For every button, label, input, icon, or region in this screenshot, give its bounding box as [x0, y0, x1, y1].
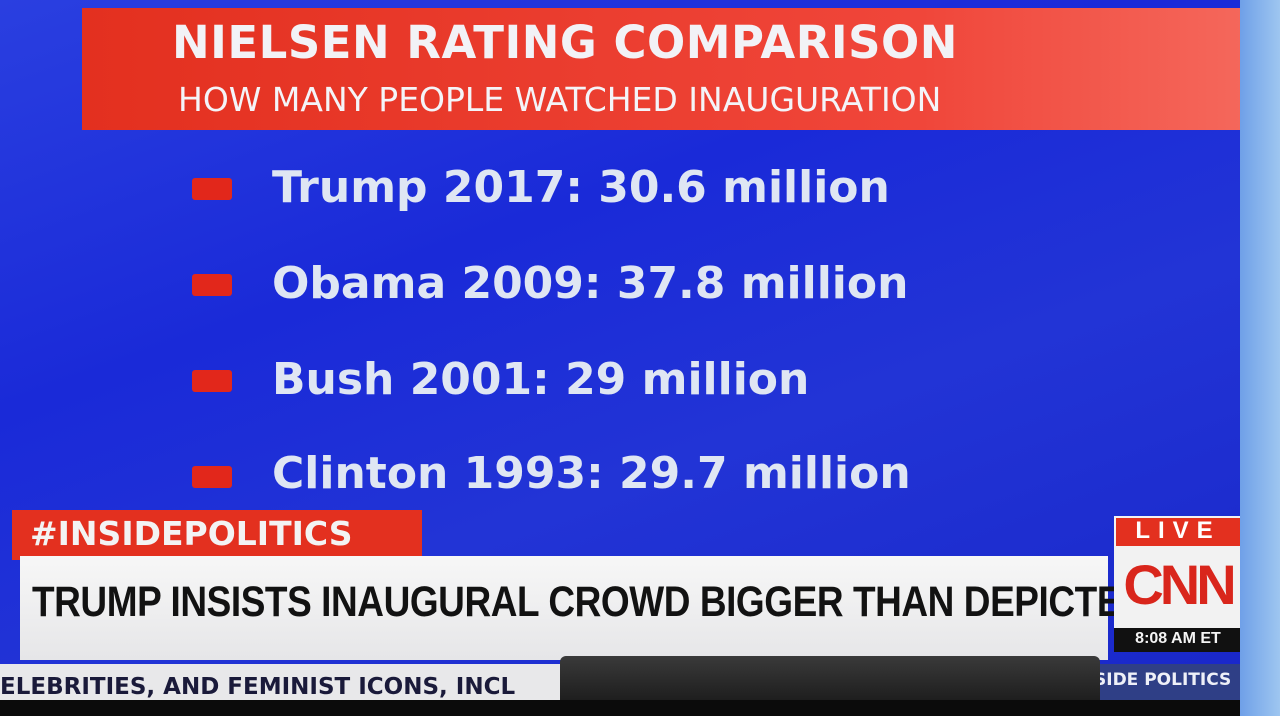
- clock-time: 8:08 AM ET: [1135, 630, 1221, 647]
- network-logo-box: [1114, 548, 1242, 628]
- ticker-show-label: SIDE POLITICS: [1094, 670, 1232, 690]
- bullet-marker: [192, 274, 232, 296]
- list-item-label: Trump 2017: 30.6 million: [272, 162, 890, 213]
- bullet-marker: [192, 466, 232, 488]
- hashtag-bar: [12, 510, 422, 560]
- headline-bar: [20, 556, 1108, 660]
- tv-bezel: [0, 700, 1280, 716]
- ticker-show-tag: [1090, 664, 1242, 700]
- live-badge: [1114, 516, 1242, 548]
- bullet-marker: [192, 370, 232, 392]
- list-item-label: Bush 2001: 29 million: [272, 354, 810, 405]
- ticker-text: ELEBRITIES, AND FEMINIST ICONS, INCL: [0, 674, 516, 700]
- live-label: LIVE: [1135, 517, 1221, 544]
- graphic-header-bar: [82, 8, 1280, 130]
- graphic-title: NIELSEN RATING COMPARISON: [172, 16, 958, 69]
- graphic-subtitle: HOW MANY PEOPLE WATCHED INAUGURATION: [178, 80, 942, 119]
- bullet-marker: [192, 178, 232, 200]
- list-item-label: Obama 2009: 37.8 million: [272, 258, 909, 309]
- time-box: [1114, 628, 1242, 652]
- list-item-label: Clinton 1993: 29.7 million: [272, 448, 911, 499]
- hashtag-label: #INSIDEPOLITICS: [30, 514, 353, 553]
- cnn-logo: CNN: [1123, 553, 1236, 616]
- headline-text: TRUMP INSISTS INAUGURAL CROWD BIGGER THA…: [32, 578, 1148, 626]
